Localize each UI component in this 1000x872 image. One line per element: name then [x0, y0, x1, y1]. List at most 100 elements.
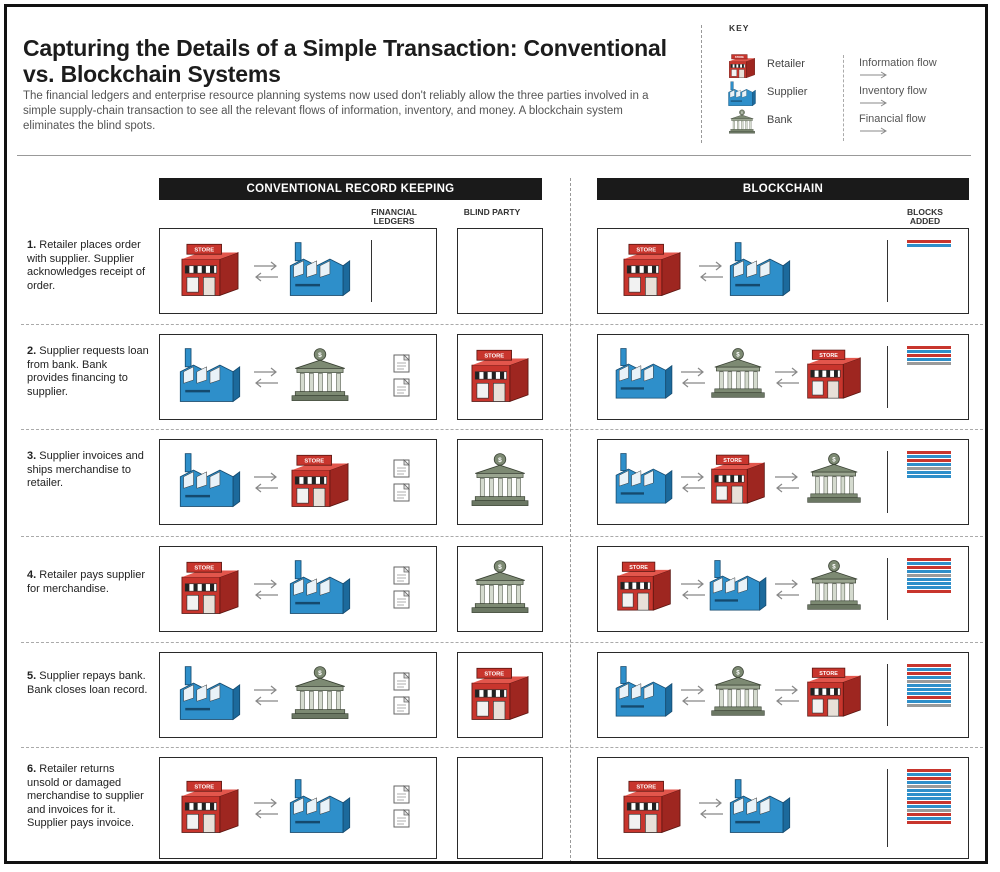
blocks-added-stack [907, 664, 951, 708]
store-icon: STORE [803, 347, 865, 405]
exchange-arrows [252, 261, 280, 288]
step-description: 3. Supplier invoices and ships merchandi… [27, 450, 149, 491]
block-red [907, 777, 951, 780]
svg-text:STORE: STORE [819, 671, 838, 677]
step-number: 3. [27, 450, 37, 462]
block-blue [907, 797, 951, 800]
blind-party-box [457, 757, 543, 859]
blockchain-divider [887, 346, 888, 408]
block-red [907, 590, 951, 593]
key-flow-label: Inventory flow [859, 85, 927, 97]
step-number: 1. [27, 239, 37, 251]
factory-icon [287, 241, 353, 302]
blockchain-divider [887, 664, 888, 726]
block-gray [907, 574, 951, 577]
svg-text:$: $ [498, 564, 502, 571]
block-red [907, 696, 951, 699]
ledger-document-icon [391, 589, 413, 616]
svg-text:STORE: STORE [194, 248, 214, 254]
blocks-added-stack [907, 558, 951, 594]
block-blue [907, 578, 951, 581]
factory-icon [177, 665, 243, 726]
block-red [907, 558, 951, 561]
key-flow-item: Information flow [859, 57, 937, 79]
svg-text:STORE: STORE [194, 566, 214, 572]
column-divider [570, 178, 571, 861]
step-number: 2. [27, 345, 37, 357]
svg-text:$: $ [498, 457, 502, 464]
ledger-document-icon [391, 695, 413, 722]
block-red [907, 672, 951, 675]
block-blue [907, 570, 951, 573]
svg-text:$: $ [736, 351, 740, 358]
ledger-document-icon [391, 482, 413, 509]
blocks-added-stack [907, 769, 951, 825]
block-gray [907, 362, 951, 365]
store-icon: STORE [287, 452, 353, 513]
svg-text:STORE: STORE [484, 672, 504, 678]
svg-text:$: $ [741, 111, 743, 115]
block-gray [907, 809, 951, 812]
ledger-document-icon [391, 565, 413, 592]
key-party-label: Bank [767, 114, 793, 126]
block-blue [907, 586, 951, 589]
step-text: Supplier repays bank. Bank closes loan r… [27, 670, 148, 696]
block-blue [907, 700, 951, 703]
svg-text:STORE: STORE [194, 785, 214, 791]
block-blue [907, 793, 951, 796]
step-description: 2. Supplier requests loan from bank. Ban… [27, 345, 149, 399]
ledger-document-icon [391, 808, 413, 835]
blockchain-divider [887, 240, 888, 302]
block-blue [907, 789, 951, 792]
svg-text:$: $ [318, 670, 322, 677]
block-blue [907, 668, 951, 671]
step-description: 1. Retailer places order with supplier. … [27, 239, 149, 293]
key-party-supplier: Supplier [727, 81, 837, 107]
block-red [907, 240, 951, 243]
blocks-added-header: BLOCKS ADDED [907, 207, 943, 226]
row-divider [21, 747, 983, 748]
step-description: 4. Retailer pays supplier for merchandis… [27, 569, 149, 596]
flow-arrows [679, 472, 707, 499]
page-title: Capturing the Details of a Simple Transa… [23, 35, 667, 87]
key-flow-label: Financial flow [859, 113, 926, 125]
factory-icon [287, 778, 353, 839]
svg-text:$: $ [318, 352, 322, 359]
exchange-arrows [252, 798, 280, 825]
blocks-added-stack [907, 346, 951, 366]
blocks-added-stack [907, 240, 951, 248]
flow-arrows [697, 798, 725, 825]
block-blue [907, 676, 951, 679]
bank-icon: $ [287, 665, 353, 726]
store-icon: STORE [707, 452, 769, 510]
key-party-bank: $ Bank [727, 109, 837, 135]
flow-arrows [252, 367, 280, 394]
block-blue [907, 805, 951, 808]
row-divider [21, 429, 983, 430]
key-flow-divider [843, 55, 844, 141]
block-gray [907, 785, 951, 788]
store-icon: STORE [467, 665, 533, 726]
block-blue [907, 471, 951, 474]
block-blue [907, 773, 951, 776]
flow-arrows [252, 685, 280, 712]
ledger-document-icon [391, 784, 413, 811]
step-text: Retailer returns unsold or damaged merch… [27, 763, 144, 830]
store-icon: STORE [619, 778, 685, 839]
key-party-label: Retailer [767, 58, 805, 70]
block-red [907, 769, 951, 772]
key-title: KEY [729, 23, 750, 33]
block-blue [907, 684, 951, 687]
key-flow-item: Financial flow [859, 113, 926, 135]
bank-icon: $ [707, 347, 769, 405]
block-red [907, 354, 951, 357]
blind-party-box [457, 228, 543, 314]
row-divider [21, 642, 983, 643]
factory-icon [613, 665, 675, 723]
key-flow-label: Information flow [859, 57, 937, 69]
bank-icon: $ [287, 347, 353, 408]
key-party-label: Supplier [767, 86, 808, 98]
financial-ledgers-header: FINANCIAL LEDGERS [371, 207, 417, 226]
header-divider [17, 155, 971, 156]
store-icon: STORE [177, 778, 243, 839]
